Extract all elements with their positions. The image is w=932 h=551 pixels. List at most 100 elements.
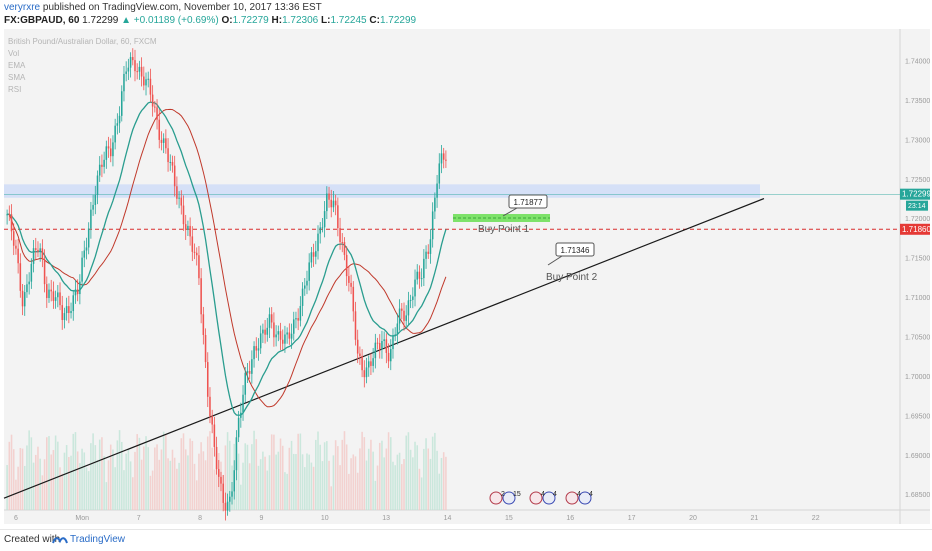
callout-1-box[interactable] bbox=[508, 194, 548, 209]
volume-bar bbox=[151, 470, 154, 510]
legend-sma: SMA bbox=[8, 73, 26, 82]
volume-bar bbox=[284, 472, 286, 510]
plot-area[interactable] bbox=[4, 29, 900, 510]
open-label: O: bbox=[221, 15, 233, 26]
candle-body bbox=[96, 175, 99, 195]
volume-bar bbox=[436, 450, 438, 510]
volume-bar bbox=[277, 451, 280, 510]
price-chart[interactable]: British Pound/Australian Dollar, 60, FXC… bbox=[0, 0, 932, 529]
volume-bar bbox=[65, 445, 68, 510]
candle-body bbox=[442, 153, 445, 160]
volume-bar bbox=[46, 437, 48, 510]
volume-bar bbox=[167, 458, 169, 510]
y-tick-label-11: 1.68500 bbox=[905, 492, 930, 499]
footer: Created with TradingView bbox=[0, 529, 932, 551]
event-marker-1[interactable]: 2 15 bbox=[489, 491, 521, 505]
candle-body bbox=[26, 284, 28, 293]
volume-bar bbox=[416, 445, 419, 510]
volume-bar bbox=[54, 435, 57, 510]
volume-bar bbox=[343, 431, 346, 510]
volume-bar bbox=[387, 432, 390, 510]
volume-bar bbox=[98, 439, 101, 510]
candle-body bbox=[90, 209, 92, 229]
volume-bar bbox=[310, 462, 313, 510]
volume-bar bbox=[434, 432, 436, 510]
candle-body bbox=[224, 502, 227, 511]
author-link[interactable]: veryrxre bbox=[4, 2, 41, 13]
candle-body bbox=[229, 496, 231, 502]
volume-bar bbox=[94, 445, 97, 510]
candle-body bbox=[195, 252, 198, 256]
volume-bar bbox=[87, 471, 90, 510]
trendline[interactable] bbox=[3, 197, 765, 499]
countdown-badge bbox=[906, 200, 928, 211]
volume-bar bbox=[372, 451, 374, 510]
candle-body bbox=[398, 308, 401, 324]
candle-body bbox=[339, 228, 341, 243]
candle-body bbox=[143, 76, 145, 86]
volume-bar bbox=[120, 441, 123, 510]
volume-bar bbox=[158, 459, 161, 510]
event-markers: 2 15 4 4 4 4 bbox=[489, 491, 593, 505]
candle-body bbox=[191, 236, 194, 252]
volume-bar bbox=[116, 440, 119, 510]
candle-body bbox=[356, 339, 359, 354]
candle-body bbox=[352, 286, 355, 312]
current-price-value: 1.72299 bbox=[902, 190, 931, 199]
x-tick-label-0: 6 bbox=[14, 515, 18, 522]
volume-bar bbox=[312, 466, 315, 510]
volume-bar bbox=[308, 454, 310, 510]
x-tick-label-1: Mon bbox=[75, 515, 89, 522]
callout-2-box[interactable] bbox=[555, 242, 595, 257]
candle-body bbox=[354, 311, 357, 340]
x-tick-label-7: 14 bbox=[444, 515, 452, 522]
x-tick-label-5: 10 bbox=[321, 515, 329, 522]
candle-body bbox=[147, 78, 149, 80]
candle-body bbox=[226, 501, 229, 511]
time-axis-ticks: 6 Mon 7 8 9 10 13 14 15 16 17 20 21 22 bbox=[14, 515, 820, 522]
candle-body bbox=[445, 159, 447, 161]
volume-bar bbox=[136, 434, 138, 510]
candle-body bbox=[98, 164, 101, 176]
candle-body bbox=[34, 248, 37, 250]
volume-bar bbox=[37, 446, 39, 510]
candle-body bbox=[235, 437, 238, 471]
volume-bar bbox=[59, 467, 61, 510]
candle-body bbox=[204, 334, 207, 363]
candle-body bbox=[206, 362, 209, 397]
candle-body bbox=[83, 250, 86, 258]
candle-body bbox=[405, 315, 407, 321]
volume-bar bbox=[204, 460, 207, 510]
candle-body bbox=[343, 242, 346, 255]
callout-1-pointer bbox=[502, 207, 518, 217]
last-price: 1.72299 bbox=[82, 15, 119, 26]
candle-body bbox=[136, 71, 138, 73]
candle-body bbox=[330, 199, 333, 208]
y-tick-label-2: 1.73000 bbox=[905, 137, 930, 144]
volume-bar bbox=[306, 453, 308, 510]
volume-bar bbox=[370, 439, 372, 510]
volume-bar bbox=[246, 444, 249, 510]
candle-body bbox=[401, 308, 403, 311]
volume-bar bbox=[352, 454, 355, 510]
candle-body bbox=[213, 424, 216, 447]
event-marker-3[interactable]: 4 4 bbox=[565, 491, 593, 505]
volume-bar bbox=[176, 468, 178, 510]
candle-body bbox=[434, 197, 436, 212]
candle-body bbox=[8, 214, 11, 216]
volume-bar bbox=[427, 448, 430, 510]
candle-body bbox=[23, 292, 26, 307]
y-tick-label-6: 1.71000 bbox=[905, 295, 930, 302]
volume-bar bbox=[8, 441, 11, 510]
volume-bar bbox=[359, 448, 361, 510]
candle-body bbox=[74, 289, 77, 296]
event-marker-2[interactable]: 4 4 bbox=[529, 491, 557, 505]
candle-body bbox=[94, 194, 97, 205]
candle-body bbox=[202, 314, 205, 335]
event-marker-2-count2: 4 bbox=[553, 491, 557, 498]
candle-body bbox=[392, 335, 394, 350]
candle-body bbox=[222, 483, 224, 503]
volume-bar bbox=[259, 459, 262, 510]
candle-body bbox=[231, 491, 233, 497]
tradingview-brand-link[interactable]: TradingView bbox=[70, 534, 126, 545]
